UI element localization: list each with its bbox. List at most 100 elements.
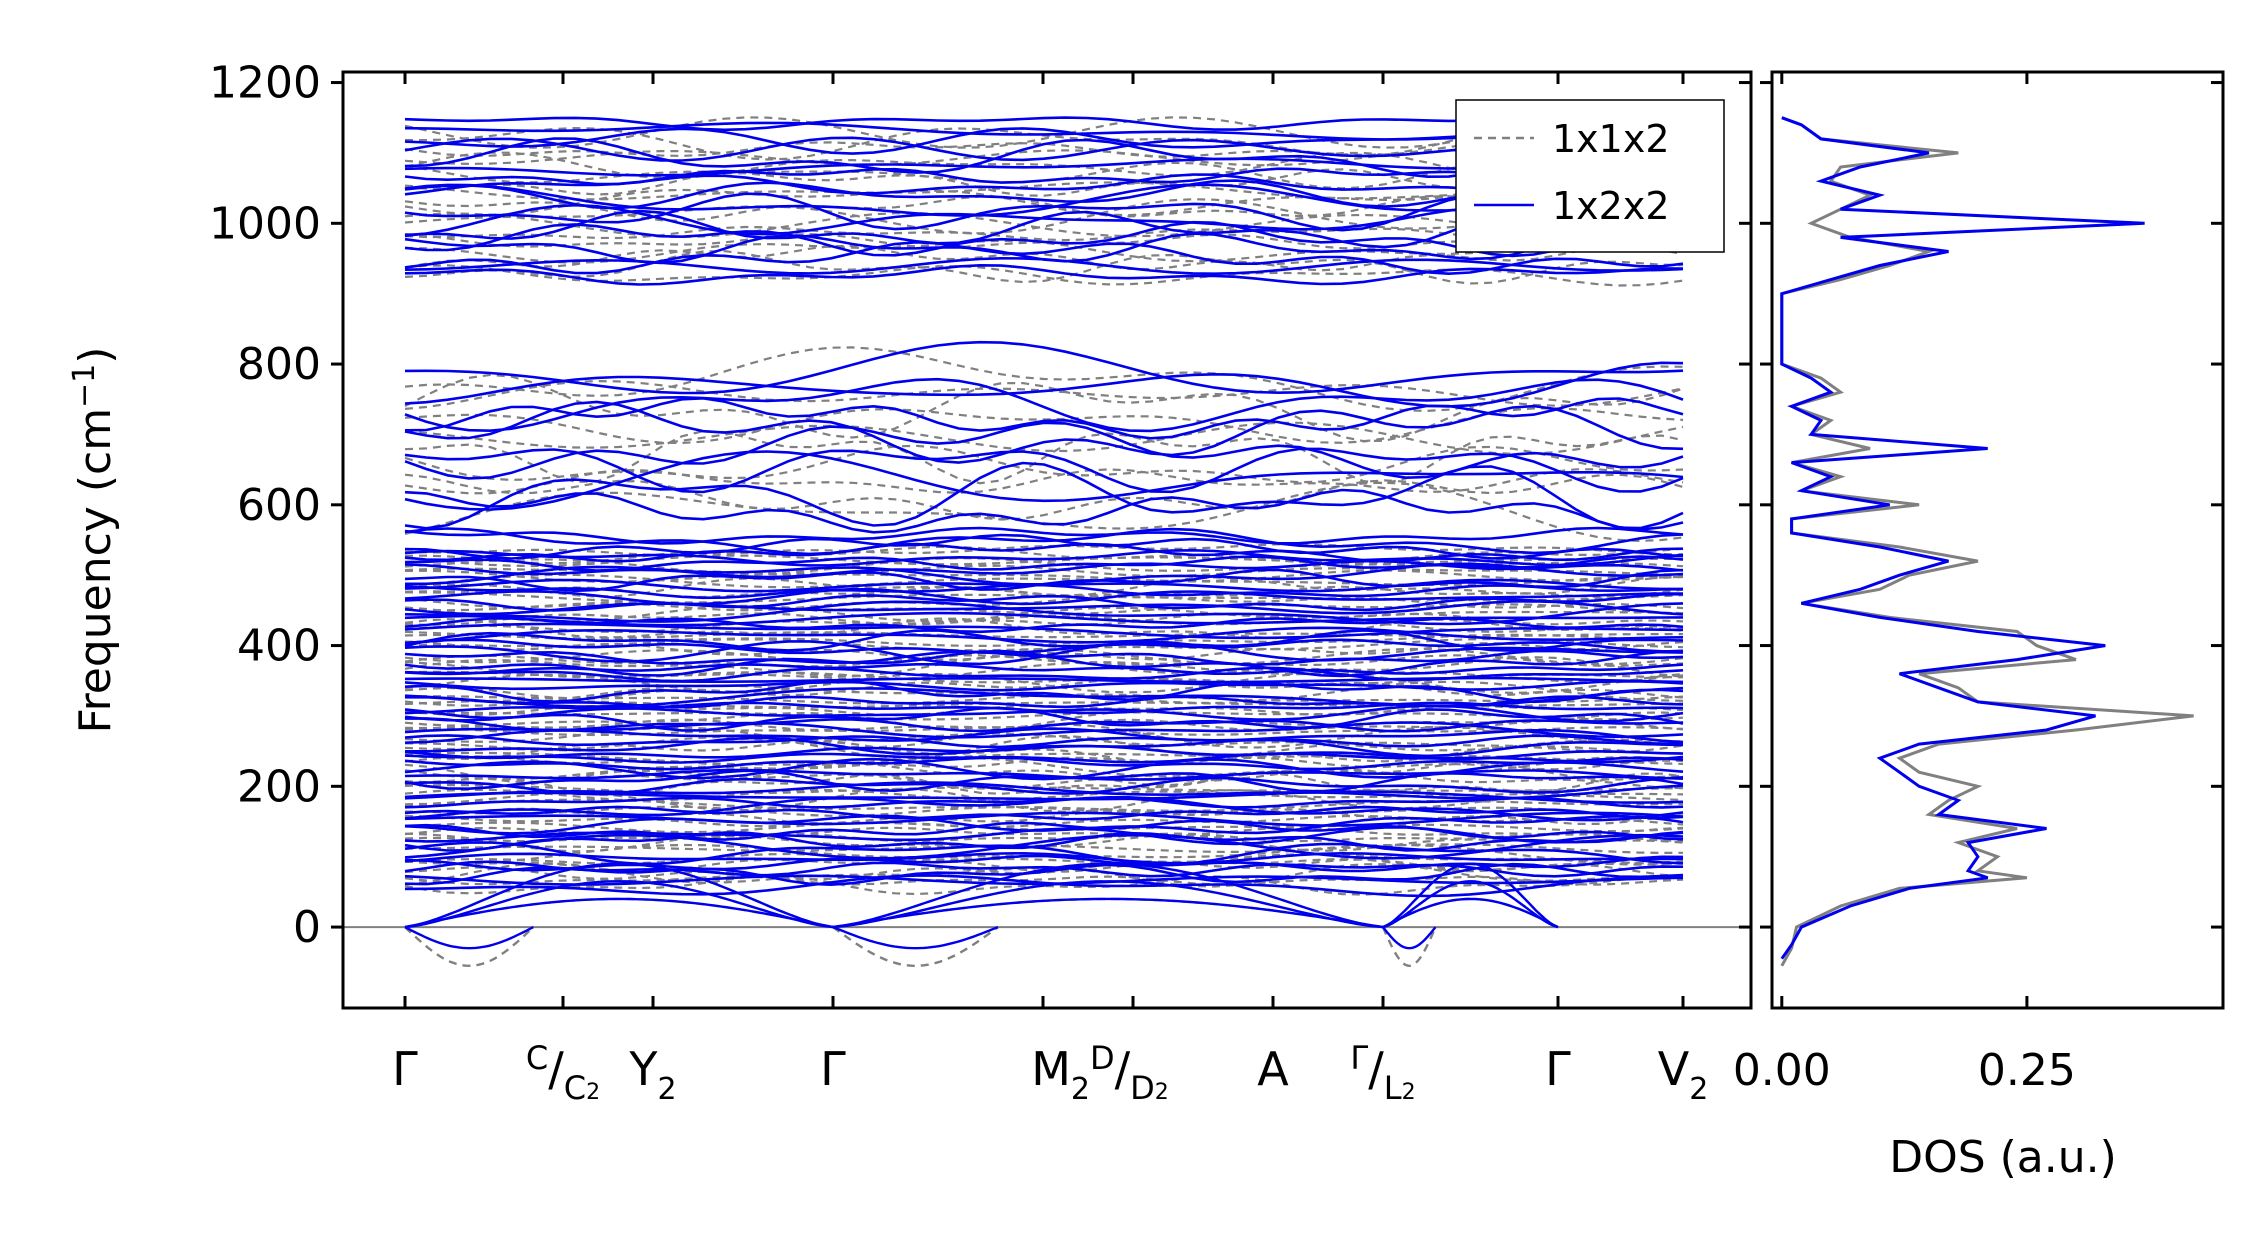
band-curve: [404, 734, 1684, 749]
dos-curves: [1780, 116, 2194, 967]
kpoint-label: V2: [1658, 1042, 1709, 1107]
y-axis-ticks: 0 200 400 600 800 1000 1200: [209, 58, 1751, 953]
band-curve: [404, 168, 1684, 197]
band-curve: [404, 666, 1684, 683]
band-curve: [404, 614, 1684, 634]
band-curve: [404, 573, 1684, 589]
band-curve: [404, 832, 1684, 843]
band-curve: [404, 769, 1684, 793]
band-curve: [404, 244, 1684, 272]
band-curve: [404, 655, 1684, 678]
y-tick-label: 0: [293, 902, 321, 953]
band-curve: [404, 814, 1684, 835]
y-tick-label: 800: [237, 339, 321, 390]
y-tick-label: 400: [237, 621, 321, 672]
band-curve: [404, 447, 1684, 494]
band-curve: [404, 542, 1684, 557]
band-curve: [404, 429, 1684, 485]
band-curve: [404, 548, 1684, 567]
band-curve: [404, 841, 1684, 866]
band-curve: [404, 526, 1684, 545]
band-curve: [404, 555, 1684, 572]
band-curve: [405, 736, 1684, 758]
band-curve: [405, 562, 1684, 586]
acoustic-branch: [404, 880, 834, 929]
band-curve: [404, 811, 1684, 827]
kpoint-ticks: Γ C/C2 Y2 Γ M2D/D2 A Γ/L2 Γ V2: [392, 72, 1708, 1107]
band-curve: [404, 647, 1684, 666]
band-curve: [404, 679, 1684, 692]
dos-plot-frame: [1770, 70, 2225, 1010]
kpoint-label: C/C2: [526, 1039, 600, 1107]
legend-label-1x1x2: 1x1x2: [1552, 117, 1670, 161]
kpoint-label: Γ: [1545, 1042, 1571, 1096]
band-curve: [404, 717, 1684, 733]
band-curve: [404, 611, 1684, 627]
band-curve: [404, 663, 1684, 676]
band-curve: [404, 862, 1684, 887]
band-plot-frame: [341, 70, 1753, 1010]
legend-box: [1455, 99, 1725, 253]
band-curve: [404, 263, 1684, 286]
acoustic-branch: [832, 862, 1384, 929]
dos-panel: 0.00 0.25 DOS (a.u.): [1733, 70, 2225, 1183]
acoustic-branch: [1382, 897, 1559, 929]
band-curve: [404, 240, 1684, 276]
kpoint-label: Γ/L2: [1350, 1039, 1415, 1107]
band-curve: [404, 830, 1684, 852]
dos-x-tick-label: 0.25: [1978, 1045, 2076, 1096]
band-curve: [404, 527, 1684, 556]
band-curve: [404, 851, 1683, 865]
band-curve: [404, 421, 1684, 456]
band-curve: [404, 450, 1684, 511]
band-curve: [404, 757, 1684, 781]
band-curve: [404, 400, 1684, 464]
band-curve: [404, 396, 1684, 440]
band-curve: [404, 600, 1684, 626]
band-curve: [404, 821, 1684, 834]
band-curve: [404, 654, 1684, 668]
band-curve: [404, 680, 1684, 707]
band-curve: [404, 751, 1684, 766]
imaginary-branch: [832, 926, 999, 968]
kpoint-label: Y2: [628, 1042, 676, 1107]
imaginary-branch: [1381, 926, 1437, 968]
band-curve: [404, 604, 1684, 623]
y-tick-label: 1200: [209, 58, 321, 109]
band-curve: [404, 473, 1684, 521]
band-curve: [404, 701, 1684, 715]
band-curve: [404, 686, 1684, 708]
band-curve: [404, 637, 1684, 652]
acoustic-branch: [832, 897, 1384, 929]
band-curve: [405, 545, 1684, 565]
band-curve: [404, 151, 1684, 180]
band-curve: [404, 617, 1684, 640]
legend: 1x1x2 1x2x2: [1455, 99, 1725, 253]
band-structure-panel: 0 200 400 600 800 1000 1200 Γ C/C2 Y2 Γ M2D/D2 A Γ/L…: [67, 58, 1753, 1107]
band-curve: [404, 727, 1684, 744]
band-curve: [404, 468, 1684, 495]
acoustic-branch: [832, 880, 1384, 929]
band-curve: [404, 776, 1684, 796]
y-axis-label: Frequency (cm−1): [67, 347, 121, 734]
band-curve: [404, 833, 1684, 860]
band-curve: [404, 805, 1684, 821]
band-curve: [404, 693, 1684, 705]
acoustic-branch: [1382, 862, 1559, 929]
band-curve: [404, 231, 1684, 265]
dos-x-axis-label: DOS (a.u.): [1889, 1132, 2117, 1183]
band-curve: [404, 533, 1684, 560]
band-curve: [404, 377, 1684, 433]
dos-x-ticks: 0.00 0.25: [1733, 72, 2076, 1096]
band-curve: [404, 732, 1684, 752]
band-curve: [404, 340, 1684, 395]
band-curve: [404, 679, 1684, 704]
band-curve: [404, 768, 1684, 790]
band-curve: [404, 587, 1684, 606]
band-curve: [404, 768, 1684, 781]
band-curve: [404, 626, 1684, 645]
band-curve: [404, 723, 1684, 749]
band-curve: [404, 407, 1684, 445]
band-curve: [404, 706, 1684, 732]
band-curve: [404, 874, 1684, 886]
